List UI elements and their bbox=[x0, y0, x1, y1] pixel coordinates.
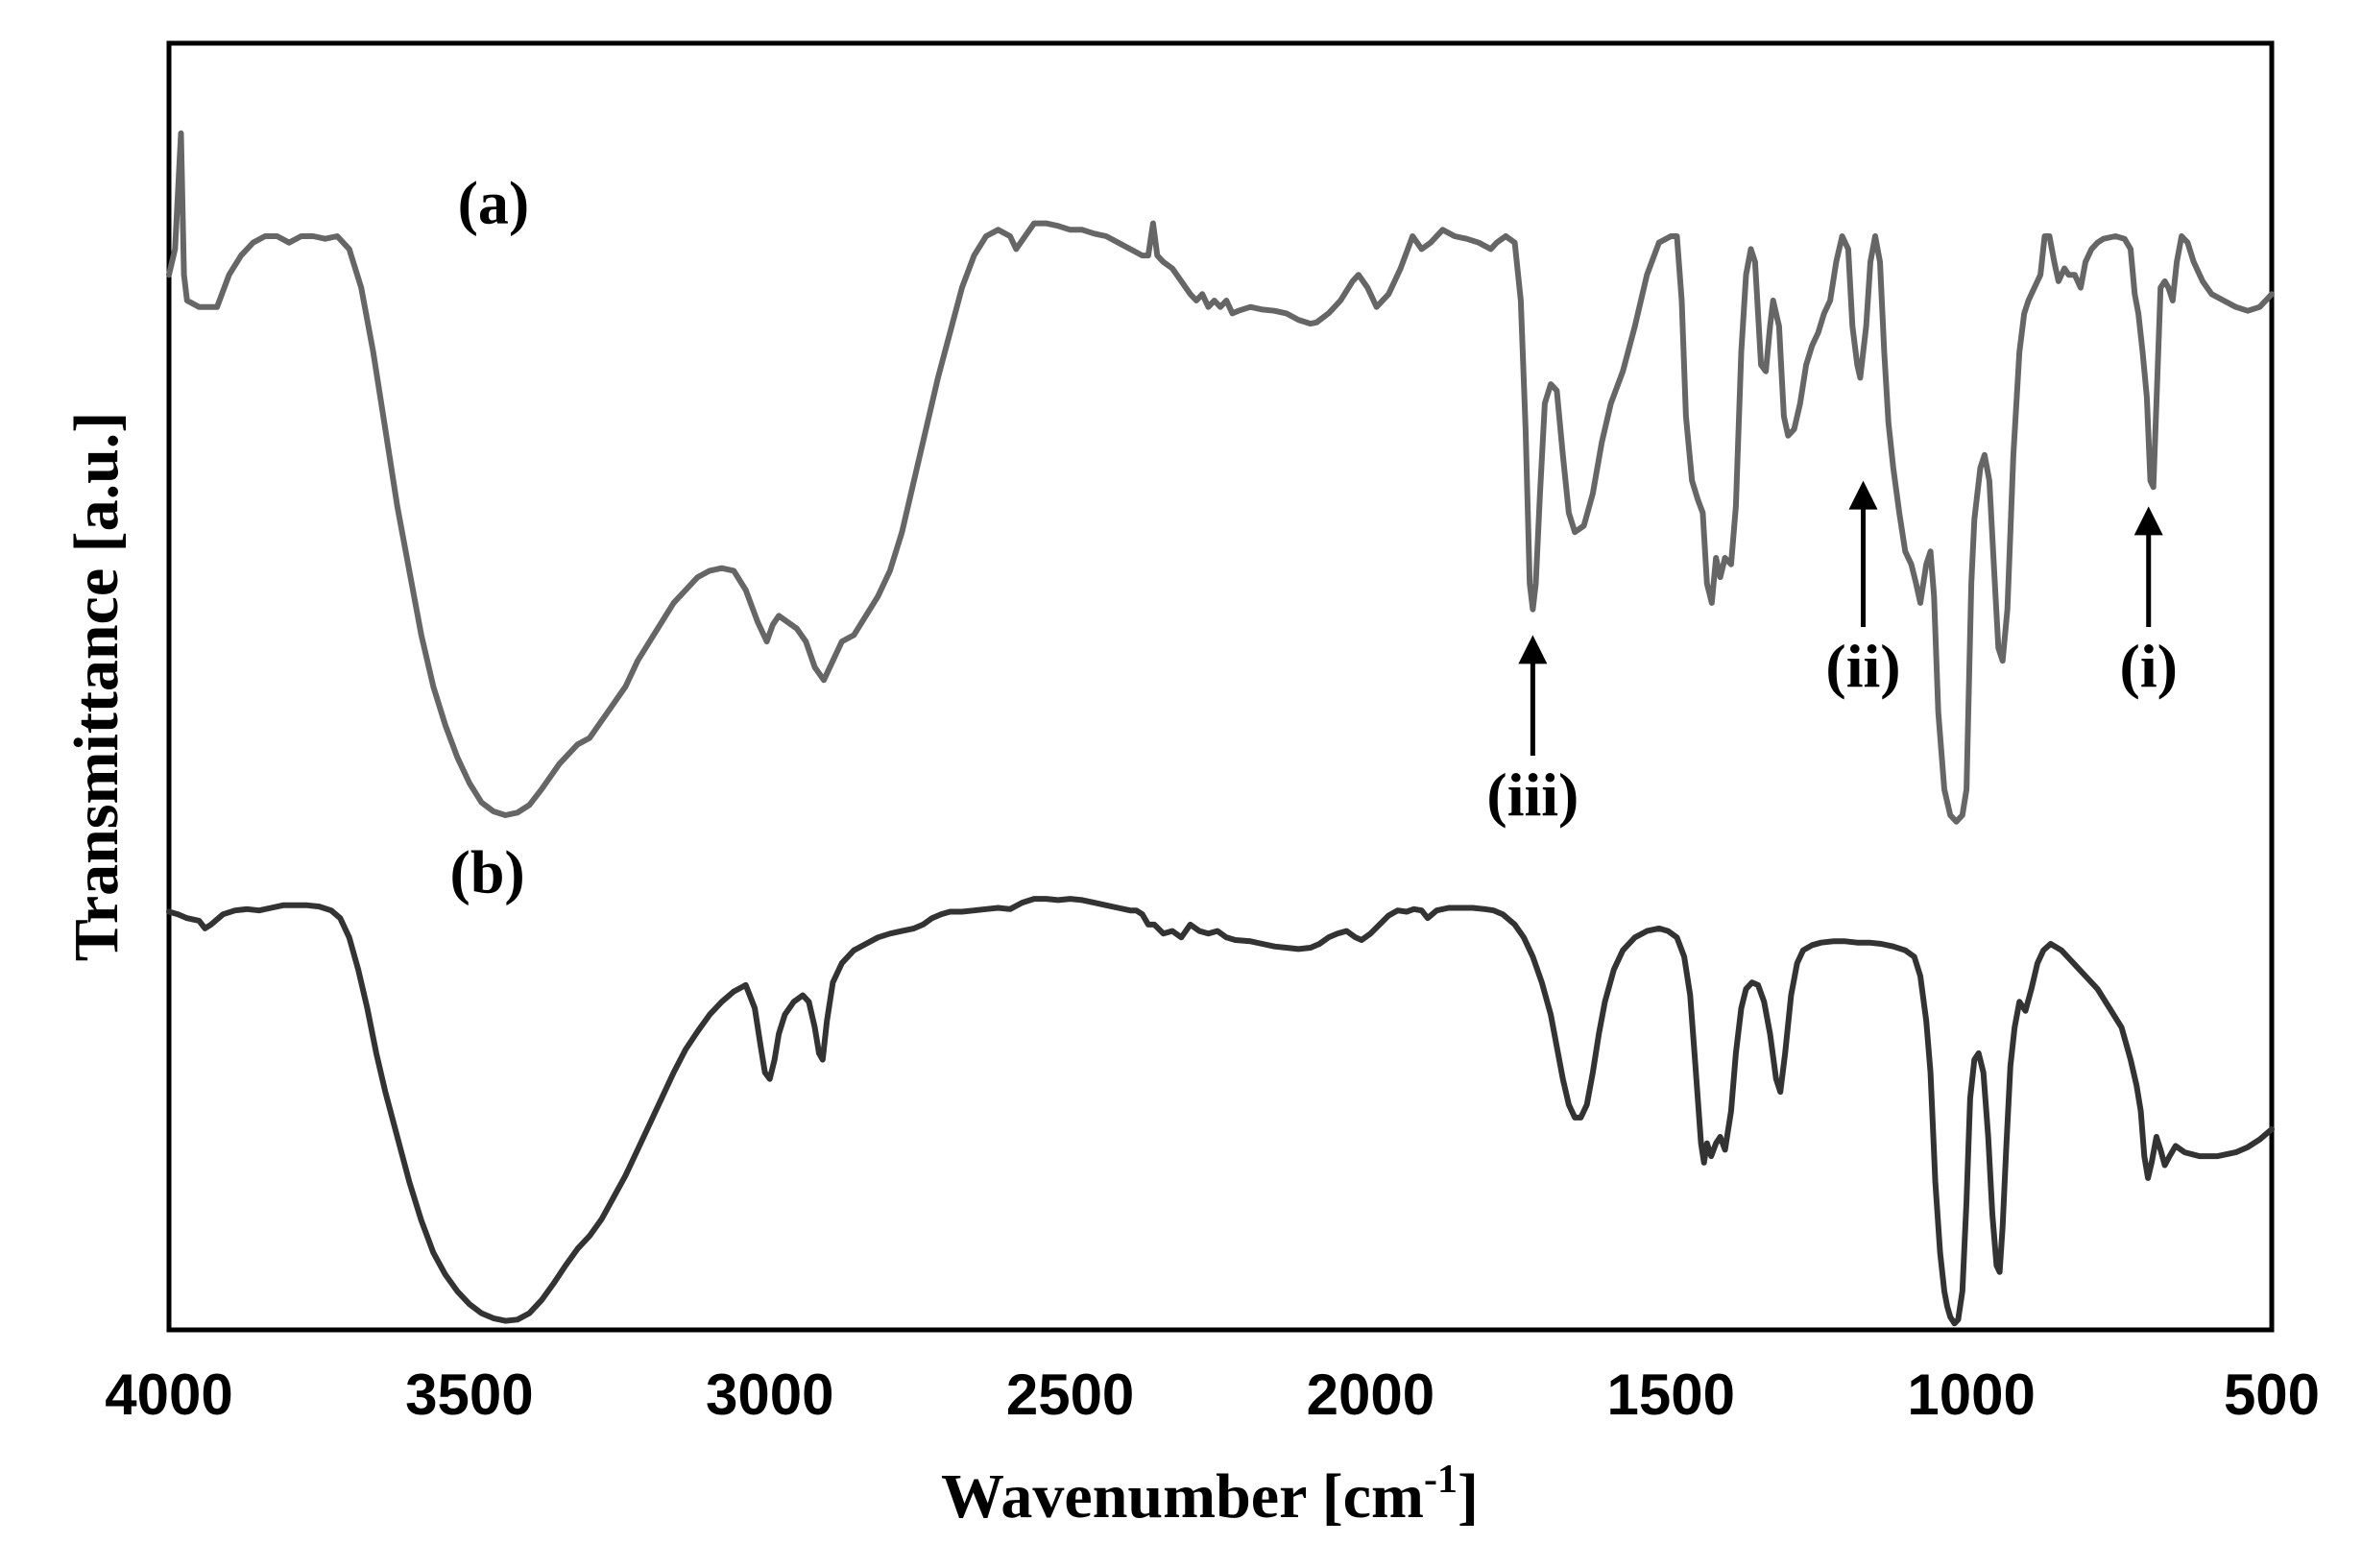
series-layer bbox=[166, 130, 2275, 1327]
plot-frame bbox=[166, 40, 2275, 1333]
x-axis-ticks: 4000 3500 3000 2500 2000 1500 1000 500 bbox=[105, 1363, 2320, 1427]
x-axis-title-superscript: -1 bbox=[1424, 1458, 1458, 1502]
annotation-label: (a) bbox=[458, 169, 530, 237]
annotation-label: (i) bbox=[2120, 632, 2178, 700]
x-tick-label: 2000 bbox=[1307, 1363, 1434, 1427]
annotation-arrow-head bbox=[1518, 635, 1548, 664]
x-axis-title-main: Wavenumber [cm bbox=[941, 1461, 1424, 1532]
annotation-label: (iii) bbox=[1486, 760, 1579, 829]
annotation-arrow-head bbox=[2133, 506, 2163, 536]
x-tick-label: 3500 bbox=[405, 1363, 533, 1427]
y-axis-title: Transmittance [a.u.] bbox=[61, 412, 132, 962]
annotation-layer: (a) (b) (iii) (ii) (i) bbox=[450, 169, 2178, 906]
series-line-a bbox=[166, 130, 2275, 825]
series-line-b bbox=[166, 896, 2275, 1327]
annotation-arrow-head bbox=[1848, 480, 1878, 510]
x-tick-label: 1500 bbox=[1607, 1363, 1735, 1427]
annotation-label: (ii) bbox=[1825, 632, 1900, 700]
x-tick-label: 1000 bbox=[1907, 1363, 2035, 1427]
x-tick-label: 4000 bbox=[105, 1363, 232, 1427]
x-axis-title: Wavenumber [cm-1] bbox=[941, 1458, 1479, 1532]
x-tick-label: 2500 bbox=[1006, 1363, 1134, 1427]
x-tick-label: 3000 bbox=[706, 1363, 833, 1427]
x-axis-title-close: ] bbox=[1458, 1461, 1479, 1532]
annotation-label: (b) bbox=[450, 837, 525, 905]
x-tick-label: 500 bbox=[2224, 1363, 2320, 1427]
